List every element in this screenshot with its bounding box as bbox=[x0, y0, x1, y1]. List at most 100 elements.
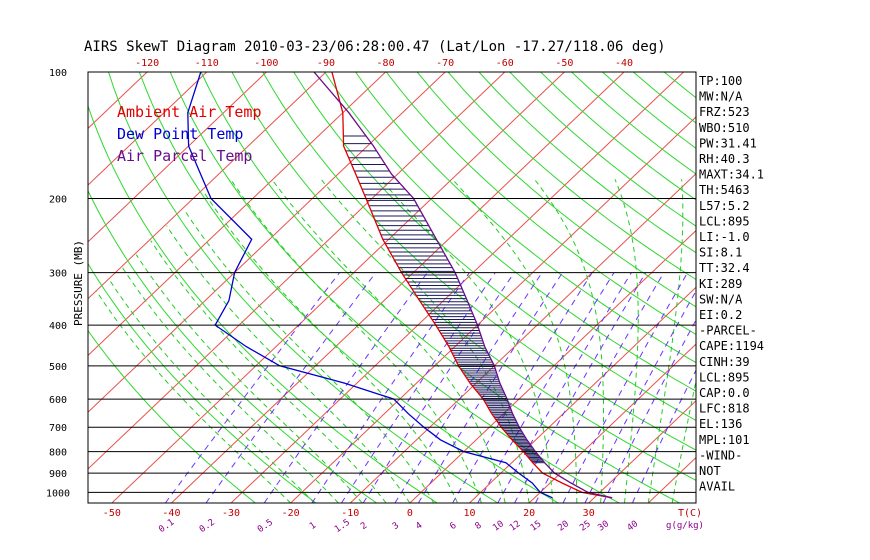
moist-adiabat-line bbox=[647, 179, 684, 503]
temp-top-tick-label: -110 bbox=[195, 58, 219, 69]
index-entry: -WIND- bbox=[699, 448, 742, 462]
mixing-ratio-line bbox=[362, 272, 515, 503]
index-entry: SI:8.1 bbox=[699, 246, 742, 260]
pressure-tick-label: 800 bbox=[49, 448, 67, 459]
pressure-tick-label: 700 bbox=[49, 423, 67, 434]
temp-bottom-tick-label: -20 bbox=[282, 508, 300, 519]
temp-bottom-tick-label: 20 bbox=[523, 508, 535, 519]
dry-adiabat-line bbox=[324, 72, 696, 392]
mixing-ratio-tick-label: 1.5 bbox=[333, 518, 352, 536]
index-entry: PW:31.41 bbox=[699, 136, 757, 150]
temp-top-tick-label: -120 bbox=[135, 58, 159, 69]
moist-adiabat-line bbox=[202, 190, 459, 503]
pressure-tick-label: 100 bbox=[49, 68, 67, 79]
temp-bottom-tick-label: 30 bbox=[583, 508, 595, 519]
temp-top-tick-label: -60 bbox=[496, 58, 514, 69]
series-line-2 bbox=[187, 72, 553, 499]
moist-adiabat-line bbox=[614, 179, 639, 503]
temp-top-tick-label: -70 bbox=[436, 58, 454, 69]
moist-adiabat-line bbox=[534, 178, 604, 503]
mixing-ratio-line bbox=[311, 272, 470, 503]
mixing-ratio-line bbox=[263, 272, 428, 503]
moist-adiabat-line bbox=[452, 178, 578, 503]
dry-adiabat-line bbox=[293, 72, 696, 422]
isotherm-line bbox=[88, 72, 327, 300]
dry-adiabat-line bbox=[478, 72, 696, 254]
index-entry: TH:5463 bbox=[699, 183, 750, 197]
dry-adiabat-line bbox=[231, 72, 696, 482]
mixing-ratio-line bbox=[584, 289, 696, 503]
index-entry: WBO:510 bbox=[699, 121, 750, 135]
mixing-ratio-line bbox=[562, 272, 689, 503]
mixing-ratio-line bbox=[477, 272, 615, 503]
index-entry: CAPE:1194 bbox=[699, 339, 764, 353]
index-entry: LI:-1.0 bbox=[699, 230, 750, 244]
dry-adiabat-line bbox=[416, 72, 696, 308]
moist-adiabat-line bbox=[183, 208, 435, 503]
isotherm-line bbox=[88, 72, 267, 243]
index-entry: EL:136 bbox=[699, 417, 742, 431]
moist-adiabat-line bbox=[122, 267, 339, 503]
isotherm-line bbox=[469, 286, 696, 503]
index-entry: LCL:895 bbox=[699, 214, 750, 228]
mixing-ratio-line bbox=[164, 272, 340, 503]
temp-bottom-tick-label: 10 bbox=[463, 508, 475, 519]
dry-adiabat-line bbox=[355, 72, 696, 364]
moist-adiabat-line bbox=[320, 178, 530, 503]
isotherm-line bbox=[768, 72, 870, 503]
mixing-ratio-tick-label: 30 bbox=[596, 519, 611, 533]
mixing-ratio-line bbox=[632, 369, 696, 503]
mixing-ratio-tick-label: 40 bbox=[626, 519, 641, 533]
index-entry: NOT bbox=[699, 464, 721, 478]
index-entry: MPL:101 bbox=[699, 433, 750, 447]
mixing-ratio-tick-label: 4 bbox=[414, 521, 424, 532]
mixing-ratio-line bbox=[394, 272, 543, 503]
mixing-ratio-tick-label: 12 bbox=[508, 519, 523, 533]
isotherm-line bbox=[171, 72, 625, 503]
pressure-tick-label: 1000 bbox=[46, 488, 70, 499]
pressure-tick-label: 200 bbox=[49, 195, 67, 206]
mixing-ratio-line bbox=[341, 272, 496, 503]
pressure-tick-label: 900 bbox=[49, 469, 67, 480]
temp-top-tick-label: -100 bbox=[254, 58, 278, 69]
moist-adiabat-line bbox=[166, 225, 411, 503]
mixing-ratio-tick-label: 2 bbox=[359, 521, 369, 532]
mixing-ratio-tick-label: 10 bbox=[491, 519, 506, 533]
mixing-ratio-tick-label: 0.5 bbox=[256, 518, 275, 536]
isotherm-line bbox=[0, 72, 28, 503]
isobars bbox=[88, 71, 696, 493]
isotherm-line bbox=[290, 116, 696, 503]
mixing-ratio-tick-label: 20 bbox=[556, 519, 571, 533]
cape-hatching bbox=[343, 135, 545, 464]
dry-adiabat-line bbox=[757, 72, 870, 503]
series-line-1 bbox=[331, 72, 613, 499]
moist-adiabat-line bbox=[230, 179, 482, 503]
mixing-ratio-tick-label: 0.1 bbox=[157, 518, 176, 536]
index-entry: KI:289 bbox=[699, 277, 742, 291]
index-entry: EI:0.2 bbox=[699, 308, 742, 322]
temp-bottom-tick-label: -50 bbox=[103, 508, 121, 519]
temp-top-tick-label: -50 bbox=[555, 58, 573, 69]
dry-adiabat-line bbox=[819, 72, 870, 503]
temp-bottom-tick-label: -40 bbox=[162, 508, 180, 519]
temp-top-tick-label: -80 bbox=[377, 58, 395, 69]
dry-adiabat-line bbox=[788, 72, 870, 503]
isotherm-line bbox=[88, 72, 208, 186]
moist-adiabat-line bbox=[150, 240, 387, 503]
index-entry: SW:N/A bbox=[699, 292, 743, 306]
index-entry: CINH:39 bbox=[699, 355, 750, 369]
mixing-ratio-tick-label: 1 bbox=[308, 521, 318, 532]
moist-adiabat-line bbox=[271, 179, 506, 503]
moist-adiabat-line bbox=[135, 254, 363, 503]
moist-adiabat-line bbox=[108, 279, 315, 503]
sounding-series bbox=[187, 72, 613, 499]
temp-bottom-tick-label: 0 bbox=[407, 508, 413, 519]
isotherm-line bbox=[647, 456, 696, 503]
dry-adiabat-line bbox=[262, 72, 696, 451]
x-axis-label: T(C) bbox=[678, 508, 702, 519]
index-entry: TP:100 bbox=[699, 74, 742, 88]
index-entry: MW:N/A bbox=[699, 90, 743, 104]
mixing-ratio-line bbox=[535, 272, 665, 503]
